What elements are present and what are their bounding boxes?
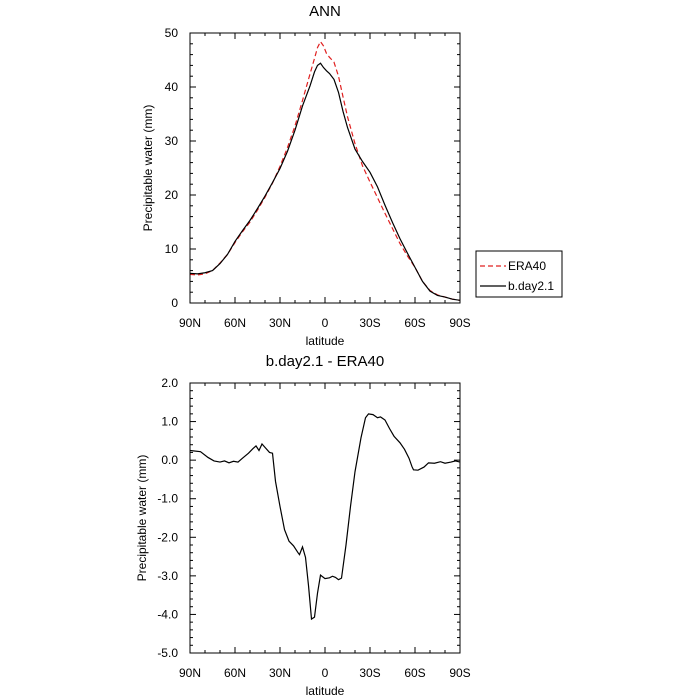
x-tick-label: 30S — [359, 666, 380, 680]
chart-panel-1: 90N 60N 30N 0 30S 60S 90S 0 10 20 30 40 50 ANN latitud… — [141, 3, 563, 348]
legend-entry-label: ERA40 — [508, 259, 546, 273]
y-tick-label: 40 — [165, 80, 179, 94]
y-axis-label: Precipitable water (mm) — [135, 455, 149, 582]
x-tick-label: 60N — [224, 316, 246, 330]
series-line-era40 — [190, 40, 460, 301]
x-tick-label: 60N — [224, 666, 246, 680]
x-tick-label: 90S — [449, 316, 470, 330]
x-tick-label: 30S — [359, 316, 380, 330]
series-line-difference — [190, 413, 460, 621]
x-tick-label: 30N — [269, 666, 291, 680]
chart-panel-2: 90N 60N 30N 0 30S 60S 90S -5.0 -4.0 -3.0 -2.0 -1.0 0… — [135, 353, 471, 698]
y-tick-label: 0 — [171, 296, 178, 310]
legend: ERA40 b.day2.1 — [475, 250, 563, 298]
plot-frame — [189, 32, 461, 304]
x-tick-label: 0 — [322, 666, 329, 680]
y-tick-label: -5.0 — [157, 646, 178, 660]
y-tick-label: 0.0 — [161, 453, 178, 467]
x-tick-label: 60S — [404, 316, 425, 330]
x-tick-label: 90S — [449, 666, 470, 680]
y-tick-label: -2.0 — [157, 530, 178, 544]
legend-entry-label: b.day2.1 — [508, 279, 554, 293]
x-tick-label: 90N — [179, 666, 201, 680]
series-line-b-day2-1 — [190, 62, 460, 301]
y-tick-label: 1.0 — [161, 415, 178, 429]
plot-frame — [189, 382, 461, 654]
x-tick-label: 90N — [179, 316, 201, 330]
y-tick-label: 30 — [165, 134, 179, 148]
y-tick-label: -4.0 — [157, 607, 178, 621]
x-tick-label: 60S — [404, 666, 425, 680]
y-tick-label: -1.0 — [157, 492, 178, 506]
y-axis-label: Precipitable water (mm) — [141, 105, 155, 232]
y-tick-label: 50 — [165, 26, 179, 40]
chart-title: b.day2.1 - ERA40 — [266, 353, 384, 370]
x-axis-label: latitude — [306, 334, 345, 348]
x-tick-label: 30N — [269, 316, 291, 330]
x-axis-label: latitude — [306, 684, 345, 698]
chart-title: ANN — [309, 3, 341, 20]
x-tick-label: 0 — [322, 316, 329, 330]
y-tick-label: 20 — [165, 188, 179, 202]
y-tick-label: 2.0 — [161, 376, 178, 390]
y-tick-label: 10 — [165, 242, 179, 256]
legend-box — [475, 250, 563, 298]
y-tick-label: -3.0 — [157, 569, 178, 583]
